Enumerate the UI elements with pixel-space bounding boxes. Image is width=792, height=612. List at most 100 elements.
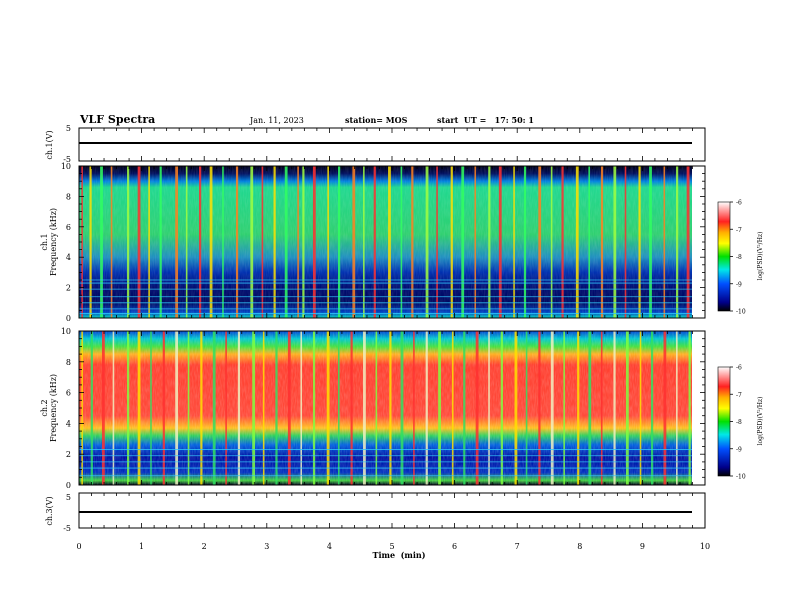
ch2-sferic <box>375 331 378 485</box>
ch1-wave-xticks <box>78 128 706 161</box>
ch1-sferic <box>352 166 356 318</box>
ch1-sferic <box>148 166 150 318</box>
ch2-sferic <box>101 331 105 485</box>
ch1-colorbar-label: log(PSD)(V²/Hz) <box>757 232 764 281</box>
ch1-sferic <box>523 166 527 318</box>
ch2-spectrogram-panel: 0 2 4 6 8 10 ch.2 Frequency (kHz) <box>40 327 706 490</box>
ch1-colorbar-tick-label: -8 <box>736 254 742 261</box>
ch2-sferic <box>600 331 603 485</box>
x-tick-label: 0 <box>76 542 81 551</box>
ch2-spec-xticks <box>78 331 706 485</box>
ch1-sferic <box>250 166 254 318</box>
ch1-sferic <box>110 166 113 318</box>
ch2-spec-ytick-label: 4 <box>66 419 71 428</box>
ch2-sferic <box>150 331 152 485</box>
x-tick-label: 6 <box>452 542 457 551</box>
ch1-sferic <box>284 166 288 318</box>
ch1-sferic <box>100 166 103 318</box>
ch2-colorbar-ticks: -6 -7 -8 -9 -10 <box>730 365 746 481</box>
ch1-sferic <box>561 166 564 318</box>
ch1-colorbar: -6 -7 -8 -9 -10 log(PSD)(V²/Hz) <box>717 200 764 316</box>
ch2-sferic <box>451 331 454 485</box>
ch2-sferic <box>475 331 479 485</box>
ch2-sferic <box>81 331 83 485</box>
x-tick-label: 8 <box>577 542 582 551</box>
ch1-sferic <box>175 166 179 318</box>
ch1-sferic <box>450 166 453 318</box>
ch1-sferic <box>411 166 414 318</box>
ch1-sferic <box>127 166 130 318</box>
ch2-sferic <box>237 331 241 485</box>
ch2-colorbar-tick-label: -9 <box>736 446 742 453</box>
ch1-colorbar-scale <box>717 201 731 312</box>
ch2-spec-ylabel: Frequency (kHz) <box>49 374 58 442</box>
ch3-wave-xticks <box>78 493 706 528</box>
ch2-sferic <box>300 331 303 485</box>
ch1-sferic <box>663 166 666 318</box>
ch2-spec-yticks: 0 2 4 6 8 10 <box>61 327 705 490</box>
station-label: station= MOS <box>345 115 408 125</box>
x-axis-tick-labels: 0 1 2 3 4 5 6 7 8 9 10 <box>76 542 710 551</box>
ch2-sferic <box>363 331 366 485</box>
ch1-sferic <box>436 166 438 318</box>
ch2-narrowband-lines <box>79 449 692 477</box>
ch2-colorbar-scale <box>717 366 731 477</box>
ch1-colorbar-tick-label: -10 <box>736 309 746 316</box>
ch1-sferic <box>199 166 202 318</box>
ch2-sferic <box>112 331 115 485</box>
ch1-sferic <box>461 166 465 318</box>
ch1-sferic <box>137 166 141 318</box>
ch1-sferic <box>363 166 365 318</box>
ch2-sferic <box>187 331 190 485</box>
ch2-colorbar-tick-label: -8 <box>736 419 742 426</box>
ch1-sferic <box>588 166 590 318</box>
ch3-waveform-panel: 5 -5 ch.3(V) <box>45 492 706 533</box>
x-tick-label: 2 <box>202 542 207 551</box>
ch2-sferic <box>252 331 256 485</box>
ch1-sferic <box>649 166 652 318</box>
ch1-sferic <box>498 166 502 318</box>
ch2-sferic <box>389 331 392 485</box>
ch1-wave-ylabel: ch.1(V) <box>45 130 54 159</box>
ch1-spec-ytick-label: 6 <box>66 223 71 232</box>
ch1-colorbar-ticks: -6 -7 -8 -9 -10 <box>730 200 746 316</box>
ch2-sferics <box>81 331 691 485</box>
ch1-colorbar-tick-label: -6 <box>736 200 742 207</box>
ch2-spec-ytick-label: 8 <box>66 358 71 367</box>
ch2-sferic <box>350 331 353 485</box>
ch3-wave-tick-bottom: -5 <box>63 524 71 533</box>
ch2-colorbar-tick-label: -10 <box>736 474 746 481</box>
ch1-sferic <box>81 166 83 318</box>
ch2-sferic <box>137 331 141 485</box>
ch1-spec-ytick-label: 2 <box>66 284 71 293</box>
ch2-sferic <box>438 331 441 485</box>
ch2-sferic <box>463 331 466 485</box>
x-tick-label: 10 <box>700 542 710 551</box>
x-tick-label: 5 <box>389 542 394 551</box>
ch2-sferic <box>650 331 654 485</box>
ch1-sferic <box>185 166 188 318</box>
x-tick-label: 4 <box>327 542 332 551</box>
ch1-wave-tick-top: 5 <box>66 124 71 133</box>
ch1-sferic <box>89 166 92 318</box>
ch1-spec-xticks <box>78 166 706 318</box>
ch1-sferic <box>297 166 299 318</box>
ch1-sferic <box>613 166 617 318</box>
ch1-waveform-panel: 5 -5 ch.1(V) <box>45 124 706 164</box>
ch1-sferic <box>600 166 604 318</box>
ch2-spec-ytick-label: 0 <box>66 481 71 490</box>
ch2-sferic <box>663 331 667 485</box>
ch1-sferic <box>575 166 579 318</box>
ch1-spec-ylabel: Frequency (kHz) <box>49 208 58 276</box>
ch1-sferic <box>222 166 224 318</box>
ch1-narrowband-lines <box>79 279 692 314</box>
ch2-spec-ytick-label: 2 <box>66 450 71 459</box>
ch2-sferic <box>500 331 503 485</box>
ch1-sferics <box>81 166 690 318</box>
ch1-sferic <box>624 166 627 318</box>
ch2-sferic <box>262 331 265 485</box>
ch1-spec-channel: ch.1 <box>40 233 49 250</box>
ch2-sferic <box>688 331 691 485</box>
ch2-sferic <box>275 331 278 485</box>
